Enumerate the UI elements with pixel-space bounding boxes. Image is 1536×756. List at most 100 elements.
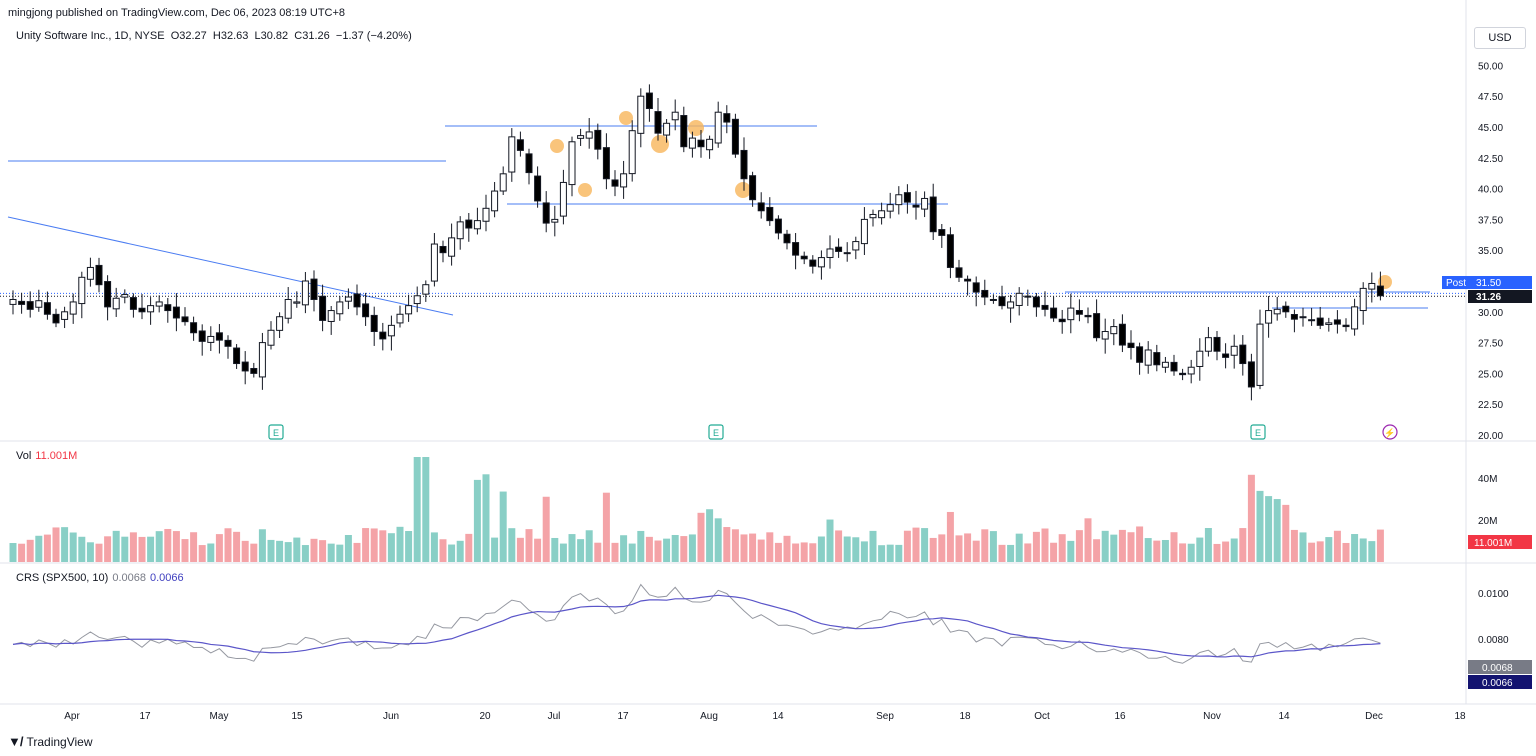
earnings-icon (1250, 424, 1266, 440)
footer-brand: ▼/TradingView (8, 734, 93, 749)
symbol-legend: Unity Software Inc., 1D, NYSE O32.27 H32… (16, 30, 412, 42)
crs-tag-value: 0.0068 (1482, 663, 1513, 674)
volume-bar (319, 540, 327, 562)
candle-body (516, 139, 524, 151)
volume-bar (1204, 528, 1212, 562)
ohlc-change: −1.37 (−4.20%) (335, 30, 412, 42)
volume-bar (1136, 526, 1144, 562)
candle-body (26, 301, 34, 310)
volume-bar (276, 540, 284, 562)
volume-bar (1084, 518, 1092, 562)
volume-bar (551, 537, 559, 562)
volume-bar (1299, 532, 1307, 562)
volume-bar (577, 539, 585, 562)
downtrend-line (7, 216, 454, 316)
volume-bar (1256, 490, 1264, 562)
volume-bar (1067, 540, 1075, 562)
candle-body (611, 179, 619, 187)
crs-ma-value: 0.0066 (149, 572, 184, 584)
volume-bar (972, 540, 980, 562)
crs-ma-tag-value: 0.0066 (1482, 678, 1513, 689)
volume-bar (327, 543, 335, 562)
volume-bar (43, 534, 51, 562)
volume-bar (35, 535, 43, 562)
volume-bar (499, 491, 507, 562)
candle-body (542, 202, 550, 224)
volume-bar (430, 532, 438, 562)
price-tick-label: 30.00 (1478, 308, 1503, 319)
volume-bar (826, 519, 834, 562)
volume-bar (1187, 543, 1195, 562)
volume-bar (697, 512, 705, 562)
volume-bar (241, 540, 249, 562)
highlight-marker (735, 182, 751, 198)
volume-bar (800, 542, 808, 562)
price-tick-label: 42.50 (1478, 154, 1503, 165)
candle-body (903, 192, 911, 203)
candle-body (327, 310, 335, 322)
candle-body (1359, 287, 1367, 312)
candle-body (1015, 292, 1023, 306)
volume-bar (1308, 542, 1316, 562)
volume-bar (1153, 540, 1161, 562)
candle-body (800, 255, 808, 260)
volume-bar (602, 492, 610, 562)
volume-bar (688, 534, 696, 562)
earnings-label: E (713, 428, 719, 438)
candle-body (310, 278, 318, 300)
candle-body (645, 92, 653, 110)
candle-body (405, 305, 413, 315)
candle-body (869, 213, 877, 219)
earnings-icon (268, 424, 284, 440)
x-tick-label: 18 (1454, 711, 1466, 722)
volume-bar (568, 534, 576, 562)
earnings-icon (708, 424, 724, 440)
volume-bar (95, 543, 103, 562)
volume-bar (843, 536, 851, 562)
candle-body (1325, 322, 1333, 325)
volume-bar (1041, 528, 1049, 562)
candle-body (456, 221, 464, 240)
candle-body (61, 311, 69, 320)
candle-body (1058, 318, 1066, 323)
candle-body (551, 218, 559, 223)
volume-bar (594, 542, 602, 562)
volume-bar (370, 528, 378, 562)
ohlc-o-label: O (170, 30, 180, 42)
volume-bar (250, 543, 258, 562)
volume-bar (353, 542, 361, 562)
volume-bar (1273, 499, 1281, 562)
candle-body (1041, 304, 1049, 310)
volume-bar (387, 533, 395, 562)
volume-bar (1093, 539, 1101, 562)
volume-bar (78, 536, 86, 562)
candle-body (499, 173, 507, 192)
candle-body (138, 307, 146, 313)
volume-bar (809, 543, 817, 562)
volume-bar (886, 544, 894, 562)
candle-body (921, 197, 929, 210)
candle-body (1153, 352, 1161, 366)
candle-body (1032, 296, 1040, 308)
ohlc-h-label: H (212, 30, 221, 42)
volume-bar (233, 531, 241, 562)
crs-line (12, 583, 1381, 664)
volume-bar (164, 528, 172, 562)
volume-bar (645, 536, 653, 562)
candle-body (938, 229, 946, 236)
candle-body (972, 282, 980, 293)
x-tick-label: 20 (479, 711, 491, 722)
post-tag-label: Post (1446, 278, 1466, 289)
candle-body (121, 294, 129, 298)
post-price-tag (1468, 276, 1532, 289)
currency-button[interactable]: USD (1474, 27, 1526, 49)
volume-bar (1359, 538, 1367, 562)
volume-bar (508, 528, 516, 562)
candle-body (1316, 317, 1324, 326)
candle-body (430, 243, 438, 282)
volume-bar (465, 533, 473, 562)
x-tick-label: May (210, 711, 229, 722)
candle-body (370, 314, 378, 333)
volume-bar (1265, 496, 1273, 562)
